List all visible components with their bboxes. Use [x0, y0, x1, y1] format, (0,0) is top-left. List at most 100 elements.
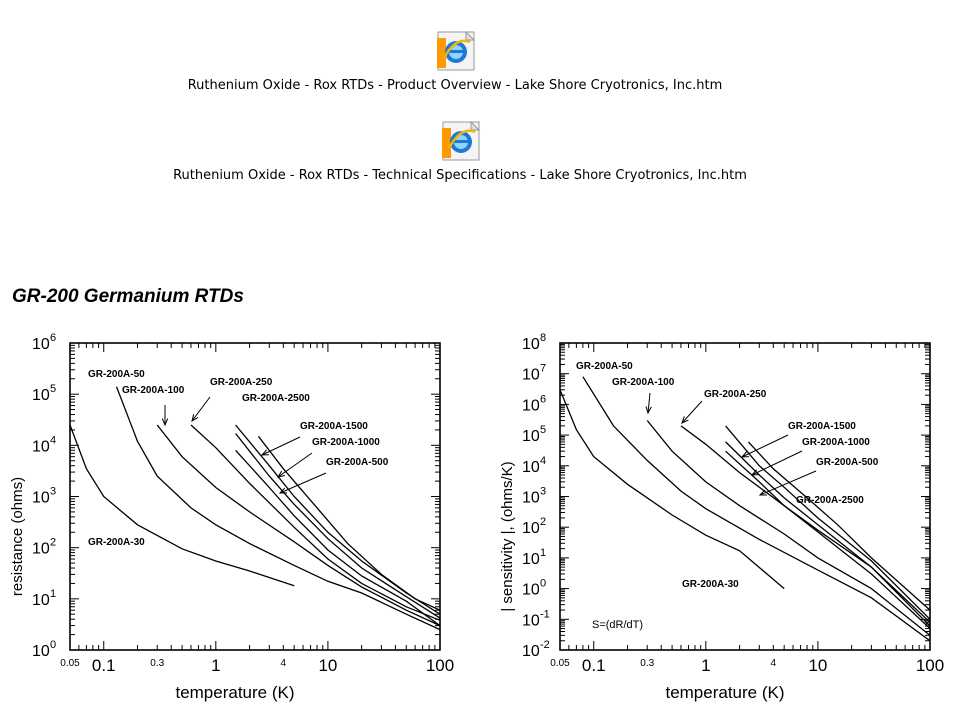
series-label: GR-200A-500: [816, 457, 879, 468]
series-line-gr-200a-1000: [725, 441, 931, 623]
series-label: GR-200A-250: [210, 377, 273, 388]
series-label: GR-200A-100: [122, 385, 185, 396]
x-tick-label: 10: [808, 656, 827, 675]
y-tick-exponent: 6: [50, 332, 56, 344]
y-tick-label: 10: [522, 520, 540, 537]
series-label: GR-200A-500: [326, 457, 389, 468]
x-tick-label: 4: [281, 658, 287, 669]
series-label: GR-200A-1000: [802, 437, 870, 448]
y-tick-label: 10: [522, 490, 540, 507]
chart-annotation: S=(dR/dT): [592, 619, 643, 631]
series-line-gr-200a-1500: [725, 425, 931, 620]
arrowhead: [750, 469, 760, 476]
series-label: GR-200A-30: [88, 537, 145, 548]
series-label: GR-200A-2500: [796, 495, 864, 506]
series-line-gr-200a-500: [235, 449, 441, 627]
label-pointer-arrow: [191, 396, 211, 422]
series-label: GR-200A-50: [576, 361, 633, 372]
series-label: GR-200A-50: [88, 369, 145, 380]
y-tick-label: 10: [32, 387, 50, 404]
y-tick-exponent: 1: [50, 588, 56, 600]
y-tick-exponent: 5: [540, 424, 546, 436]
y-tick-label: 10: [32, 490, 50, 507]
x-tick-label: 0.3: [150, 658, 164, 669]
label-pointer-arrow: [277, 452, 313, 478]
y-tick-exponent: 4: [50, 434, 56, 446]
arrowhead: [161, 418, 169, 427]
series-label: GR-200A-30: [682, 579, 739, 590]
file-link-technical-specifications[interactable]: Ruthenium Oxide - Rox RTDs - Technical S…: [150, 118, 770, 183]
label-pointer-arrow: [759, 470, 817, 496]
y-tick-exponent: -2: [540, 639, 550, 651]
label-pointer-arrow: [751, 450, 803, 476]
series-line-gr-200a-30: [69, 424, 295, 587]
y-tick-label: 10: [32, 643, 50, 660]
series-line-gr-200a-2500: [747, 441, 931, 611]
internet-explorer-icon: [442, 120, 481, 161]
series-line-gr-200a-100: [646, 420, 931, 636]
file-label: Ruthenium Oxide - Rox RTDs - Product Ove…: [187, 78, 723, 93]
y-tick-label: 10: [522, 367, 540, 384]
x-tick-label: 4: [771, 658, 777, 669]
series-label: GR-200A-100: [612, 377, 675, 388]
y-tick-label: 10: [522, 428, 540, 445]
series-line-gr-200a-50: [582, 376, 931, 642]
arrowhead: [276, 470, 285, 478]
y-tick-label: 10: [32, 336, 50, 353]
file-label: Ruthenium Oxide - Rox RTDs - Technical S…: [173, 168, 747, 183]
series-line-gr-200a-250: [680, 425, 931, 627]
arrowhead: [645, 406, 652, 415]
x-tick-label: 0.3: [640, 658, 654, 669]
file-link-product-overview[interactable]: Ruthenium Oxide - Rox RTDs - Product Ove…: [160, 28, 750, 93]
y-tick-exponent: 2: [540, 516, 546, 528]
arrowhead: [681, 416, 689, 424]
y-tick-label: 10: [522, 459, 540, 476]
y-tick-label: 10: [522, 397, 540, 414]
series-line-gr-200a-30: [559, 389, 785, 590]
y-tick-exponent: 8: [540, 332, 546, 344]
x-tick-label: 10: [318, 656, 337, 675]
internet-explorer-icon: [437, 30, 476, 71]
y-tick-exponent: 3: [540, 486, 546, 498]
series-line-gr-200a-250: [190, 424, 441, 621]
series-label: GR-200A-2500: [242, 393, 310, 404]
x-tick-label: 1: [701, 656, 710, 675]
arrowhead: [740, 451, 750, 458]
series-line-gr-200a-100: [156, 424, 441, 627]
series-line-gr-200a-500: [725, 450, 931, 629]
section-title: GR-200 Germanium RTDs: [12, 286, 244, 307]
arrowhead: [260, 449, 270, 456]
label-pointer-arrow: [647, 392, 651, 414]
y-tick-exponent: 4: [540, 455, 546, 467]
x-tick-label: 0.05: [550, 658, 570, 669]
y-axis-label: resistance (ohms): [9, 477, 26, 596]
y-tick-label: 10: [522, 582, 540, 599]
series-label: GR-200A-1500: [300, 421, 368, 432]
y-tick-label: 10: [32, 592, 50, 609]
arrowhead: [191, 414, 199, 423]
label-pointer-arrow: [741, 434, 789, 458]
y-tick-exponent: 2: [50, 537, 56, 549]
y-tick-label: 10: [522, 612, 540, 629]
x-tick-label: 100: [426, 656, 454, 675]
y-tick-label: 10: [522, 551, 540, 568]
series-label: GR-200A-250: [704, 389, 767, 400]
series-line-gr-200a-2500: [257, 435, 441, 611]
series-label: GR-200A-1000: [312, 437, 380, 448]
y-tick-exponent: -1: [540, 608, 550, 620]
y-tick-exponent: 7: [540, 363, 546, 375]
x-tick-label: 100: [916, 656, 944, 675]
arrowhead: [278, 487, 288, 494]
label-pointer-arrow: [681, 400, 703, 424]
y-axis-label: | sensitivity |, (ohms/K): [499, 461, 516, 611]
y-tick-exponent: 1: [540, 547, 546, 559]
y-tick-exponent: 5: [50, 383, 56, 395]
arrowhead: [758, 489, 768, 496]
x-tick-label: 0.1: [582, 656, 606, 675]
y-tick-exponent: 6: [540, 393, 546, 405]
y-tick-label: 10: [522, 336, 540, 353]
y-tick-exponent: 3: [50, 486, 56, 498]
y-tick-label: 10: [32, 541, 50, 558]
y-tick-label: 10: [522, 643, 540, 660]
x-axis-label: temperature (K): [175, 683, 294, 702]
